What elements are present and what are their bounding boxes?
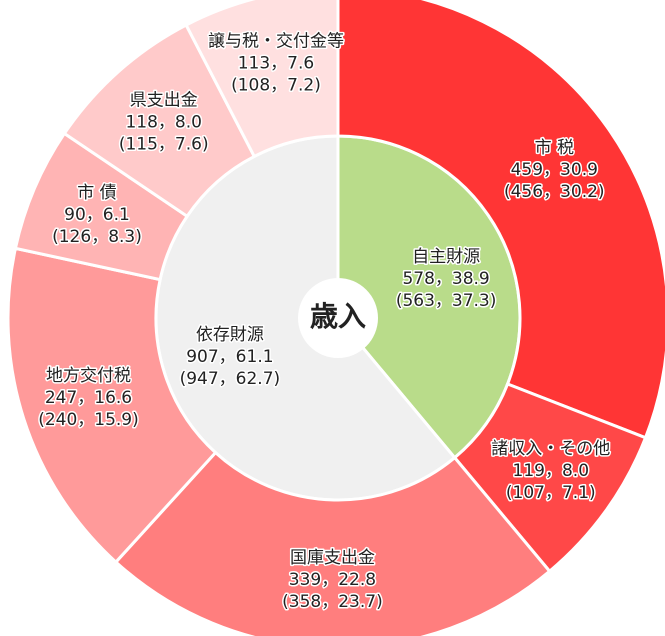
- slice-prev-label: (358，23.7): [282, 592, 383, 612]
- slice-name: 国庫支出金: [290, 548, 375, 568]
- slice-name: 地方交付税: [46, 366, 131, 386]
- donut-slice: [184, 0, 340, 159]
- slice-name: 譲与税・交付金等: [208, 31, 344, 51]
- slice-value-label: 90，6.1: [64, 205, 130, 225]
- slice-name: 県支出金: [130, 90, 198, 110]
- slice-value-label: 459，30.9: [511, 160, 598, 180]
- donut-slice: [113, 450, 552, 636]
- slice-prev-label: (240，15.9): [38, 410, 139, 430]
- slice-prev-label: (108，7.2): [231, 75, 321, 95]
- center-circle: [298, 278, 378, 358]
- slice-prev-label: (456，30.2): [504, 182, 605, 202]
- slice-prev-label: (126，8.3): [52, 227, 142, 247]
- slice-value-label: 113，7.6: [238, 53, 314, 73]
- slice-name: 市 債: [77, 183, 116, 203]
- slice-value-label: 118，8.0: [125, 112, 201, 132]
- slice-prev-label: (115，7.6): [119, 134, 209, 154]
- slice-name: 市 税: [535, 138, 574, 158]
- slice-name: 諸収入・その他: [491, 439, 610, 459]
- slice-value-label: 339，22.8: [289, 570, 376, 590]
- slice-value-label: 907，61.1: [186, 347, 273, 367]
- slice-value-label: 247，16.6: [45, 388, 132, 408]
- slice-value-label: 578，38.9: [402, 269, 489, 289]
- slice-name: 自主財源: [412, 247, 480, 267]
- donut-slice: [6, 246, 218, 565]
- slice-prev-label: (107，7.1): [506, 483, 596, 503]
- slice-value-label: 119，8.0: [513, 461, 589, 481]
- slice-name: 依存財源: [196, 325, 264, 345]
- donut-slice: [336, 0, 665, 440]
- slice-prev-label: (947，62.7): [180, 369, 281, 389]
- slice-prev-label: (563，37.3): [396, 291, 497, 311]
- center-label: 歳入: [310, 300, 366, 333]
